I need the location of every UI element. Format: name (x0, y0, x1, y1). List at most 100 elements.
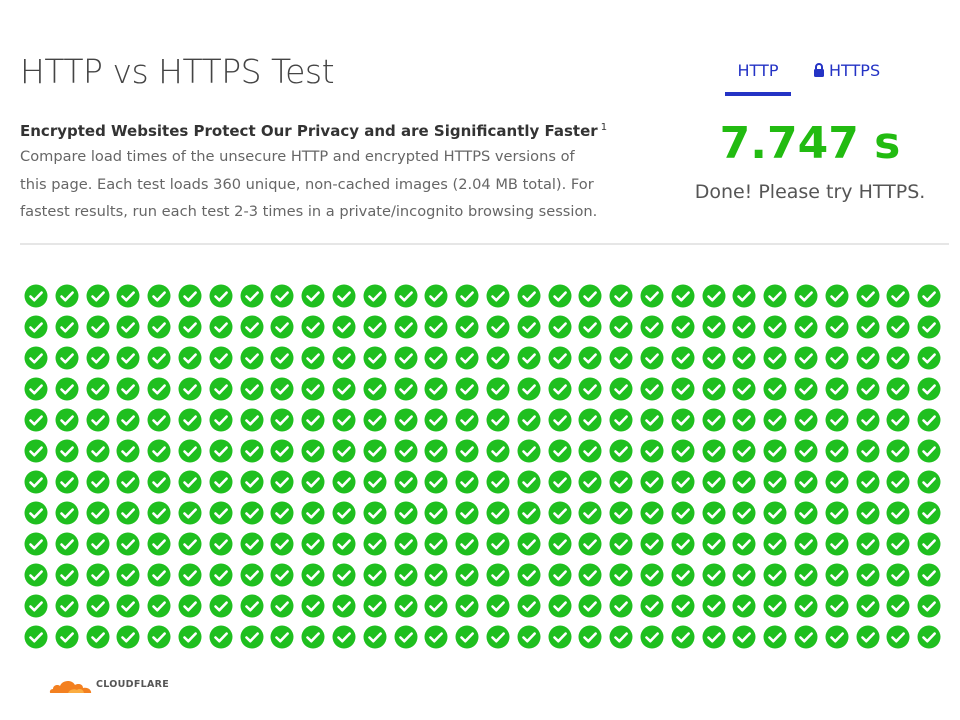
check-circle-icon (825, 470, 849, 494)
check-circle-icon (609, 377, 633, 401)
check-circle-icon (24, 408, 48, 432)
check-circle-icon (363, 625, 387, 649)
check-circle-icon (270, 563, 294, 587)
check-circle-icon (763, 563, 787, 587)
check-circle-icon (609, 501, 633, 525)
check-circle-icon (24, 284, 48, 308)
check-circle-icon (424, 377, 448, 401)
check-circle-icon (794, 594, 818, 618)
check-circle-icon (548, 346, 572, 370)
check-circle-icon (116, 470, 140, 494)
check-circle-icon (332, 284, 356, 308)
check-circle-icon (794, 501, 818, 525)
check-circle-icon (886, 439, 910, 463)
check-circle-icon (270, 284, 294, 308)
check-circle-icon (702, 470, 726, 494)
check-circle-icon (86, 377, 110, 401)
check-circle-icon (178, 377, 202, 401)
check-circle-icon (116, 408, 140, 432)
check-circle-icon (147, 346, 171, 370)
image-grid (24, 284, 941, 649)
check-circle-icon (794, 346, 818, 370)
check-circle-icon (86, 470, 110, 494)
check-circle-icon (917, 501, 941, 525)
check-circle-icon (517, 532, 541, 556)
check-circle-icon (209, 625, 233, 649)
check-circle-icon (24, 625, 48, 649)
check-circle-icon (578, 315, 602, 339)
check-circle-icon (548, 594, 572, 618)
check-circle-icon (917, 315, 941, 339)
check-circle-icon (671, 377, 695, 401)
check-circle-icon (578, 532, 602, 556)
check-circle-icon (86, 315, 110, 339)
check-circle-icon (763, 439, 787, 463)
check-circle-icon (609, 346, 633, 370)
tab-http[interactable]: HTTP (725, 58, 791, 96)
check-circle-icon (856, 532, 880, 556)
check-circle-icon (671, 284, 695, 308)
check-circle-icon (394, 532, 418, 556)
check-circle-icon (486, 594, 510, 618)
check-circle-icon (178, 408, 202, 432)
check-circle-icon (732, 346, 756, 370)
check-circle-icon (548, 563, 572, 587)
check-circle-icon (917, 594, 941, 618)
check-circle-icon (363, 532, 387, 556)
check-circle-icon (917, 439, 941, 463)
check-circle-icon (548, 501, 572, 525)
check-circle-icon (332, 625, 356, 649)
check-circle-icon (24, 501, 48, 525)
check-circle-icon (86, 532, 110, 556)
check-circle-icon (332, 439, 356, 463)
check-circle-icon (209, 346, 233, 370)
check-circle-icon (455, 377, 479, 401)
tab-https[interactable]: HTTPS (813, 58, 893, 96)
check-circle-icon (209, 594, 233, 618)
check-circle-icon (886, 594, 910, 618)
check-circle-icon (301, 439, 325, 463)
check-circle-icon (856, 625, 880, 649)
check-circle-icon (763, 408, 787, 432)
check-circle-icon (886, 315, 910, 339)
check-circle-icon (55, 346, 79, 370)
check-circle-icon (578, 594, 602, 618)
check-circle-icon (578, 346, 602, 370)
check-circle-icon (578, 439, 602, 463)
check-circle-icon (209, 284, 233, 308)
check-circle-icon (332, 501, 356, 525)
check-circle-icon (856, 563, 880, 587)
check-circle-icon (424, 625, 448, 649)
check-circle-icon (24, 563, 48, 587)
check-circle-icon (116, 439, 140, 463)
check-circle-icon (517, 284, 541, 308)
check-circle-icon (517, 377, 541, 401)
check-circle-icon (886, 501, 910, 525)
check-circle-icon (178, 470, 202, 494)
check-circle-icon (178, 439, 202, 463)
check-circle-icon (763, 315, 787, 339)
check-circle-icon (55, 439, 79, 463)
check-circle-icon (209, 563, 233, 587)
check-circle-icon (116, 563, 140, 587)
check-circle-icon (825, 346, 849, 370)
check-circle-icon (55, 470, 79, 494)
check-circle-icon (609, 625, 633, 649)
footnote-marker[interactable]: 1 (600, 122, 608, 133)
check-circle-icon (763, 532, 787, 556)
check-circle-icon (240, 563, 264, 587)
check-circle-icon (671, 625, 695, 649)
check-circle-icon (578, 501, 602, 525)
check-circle-icon (332, 377, 356, 401)
check-circle-icon (270, 377, 294, 401)
check-circle-icon (825, 315, 849, 339)
check-circle-icon (640, 501, 664, 525)
check-circle-icon (856, 408, 880, 432)
check-circle-icon (886, 284, 910, 308)
check-circle-icon (702, 377, 726, 401)
check-circle-icon (548, 625, 572, 649)
check-circle-icon (240, 625, 264, 649)
check-circle-icon (55, 408, 79, 432)
check-circle-icon (702, 501, 726, 525)
check-circle-icon (394, 625, 418, 649)
